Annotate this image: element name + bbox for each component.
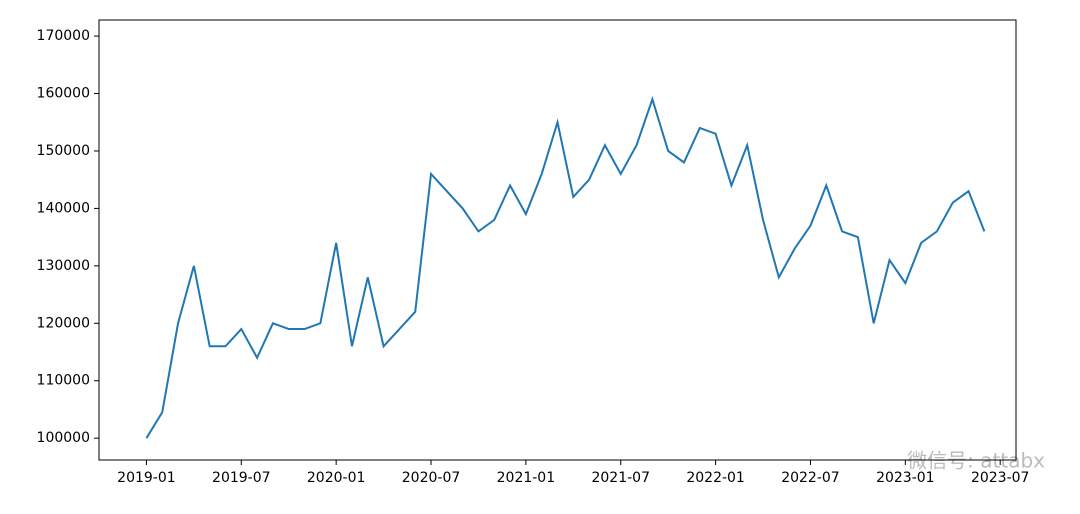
x-tick-label: 2020-01 [307, 470, 366, 486]
x-tick-label: 2023-01 [876, 470, 935, 486]
x-tick-label: 2022-01 [686, 470, 745, 486]
x-tick-label: 2021-07 [591, 470, 650, 486]
x-tick-label: 2023-07 [971, 470, 1030, 486]
x-tick-label: 2022-07 [781, 470, 840, 486]
y-tick-label: 110000 [37, 373, 90, 389]
y-tick-label: 150000 [37, 143, 90, 159]
y-tick-label: 160000 [37, 86, 90, 102]
plot-frame [98, 19, 1017, 461]
y-tick-label: 100000 [37, 430, 90, 446]
x-tick-label: 2020-07 [402, 470, 461, 486]
line [145, 96, 986, 439]
y-tick-label: 120000 [37, 315, 90, 331]
x-tick-label: 2019-07 [212, 470, 271, 486]
x-tick-label: 2021-01 [497, 470, 556, 486]
x-tick-label: 2019-01 [117, 470, 176, 486]
y-tick-label: 170000 [37, 28, 90, 44]
y-tick-label: 130000 [37, 258, 90, 274]
y-tick-label: 140000 [37, 200, 90, 216]
